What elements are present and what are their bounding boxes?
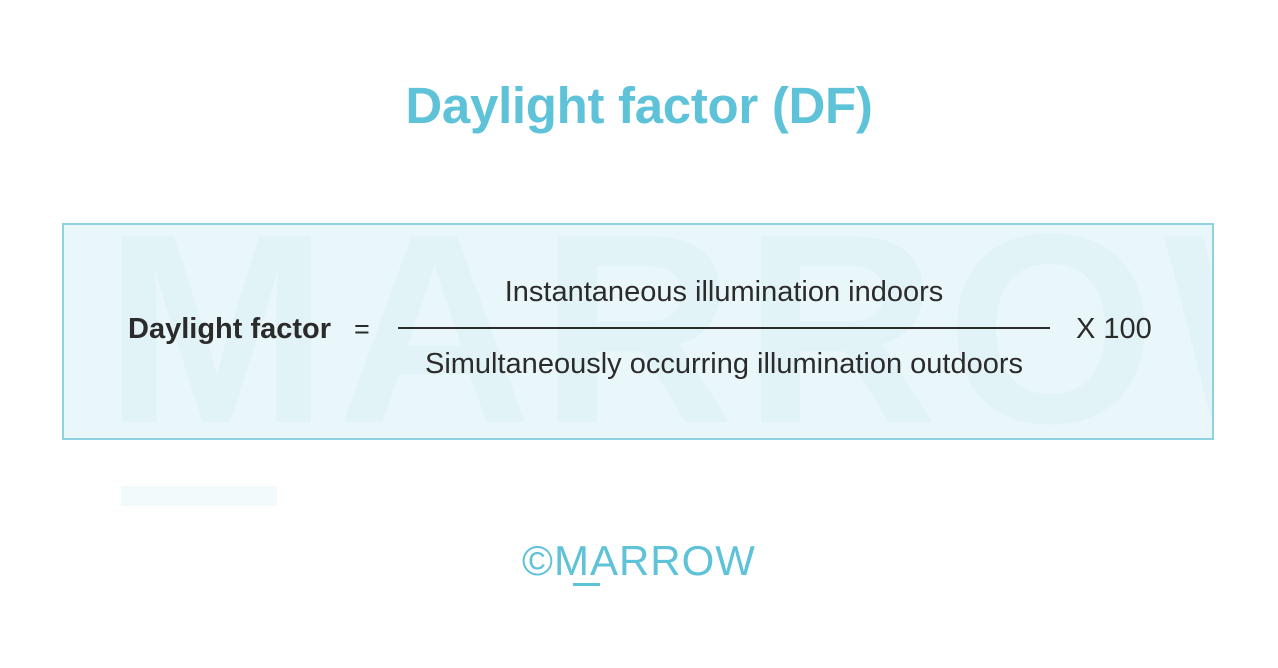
fraction-bar — [398, 327, 1050, 329]
faint-strip — [121, 486, 277, 506]
watermark: MARROW — [104, 223, 1212, 440]
logo-underline — [573, 583, 600, 586]
formula-multiplier: X 100 — [1076, 313, 1152, 345]
formula-denominator: Simultaneously occurring illumination ou… — [424, 348, 1024, 380]
page-title: Daylight factor (DF) — [405, 77, 873, 134]
marrow-logo: ©MARROW — [522, 537, 756, 584]
equals-sign: = — [354, 314, 370, 344]
formula-numerator: Instantaneous illumination indoors — [504, 276, 944, 308]
formula-lhs: Daylight factor — [128, 313, 332, 345]
formula-box: MARROW Daylight factor = Instantaneous i… — [62, 223, 1214, 440]
